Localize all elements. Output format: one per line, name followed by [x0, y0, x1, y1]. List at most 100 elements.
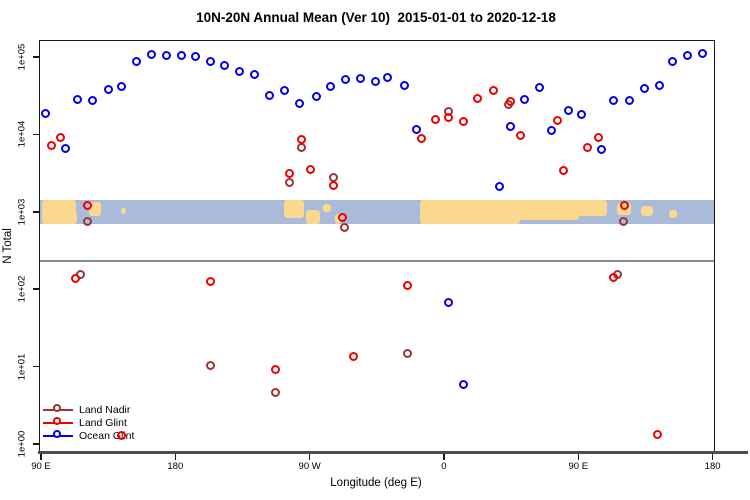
- data-point-land-glint: [583, 142, 593, 152]
- data-point-land-glint: [305, 164, 315, 174]
- data-point-ocean-glint: [104, 84, 114, 94]
- data-point-land-glint: [296, 134, 306, 144]
- y-tick-label: 1e+05: [16, 43, 28, 71]
- y-tick-label: 1e+00: [16, 430, 28, 458]
- data-point-land-glint: [348, 351, 358, 361]
- data-point-land-nadir: [402, 348, 412, 358]
- x-axis-title: Longitude (deg E): [330, 477, 422, 489]
- data-point-ocean-glint: [444, 298, 454, 308]
- data-point-ocean-glint: [117, 82, 127, 92]
- data-point-ocean-glint: [177, 51, 187, 61]
- land-patch: [323, 204, 331, 212]
- data-point-ocean-glint: [371, 76, 381, 86]
- land-patch: [306, 210, 320, 224]
- land-patch: [669, 210, 677, 218]
- data-point-ocean-glint: [132, 56, 142, 66]
- x-tick: [40, 454, 42, 460]
- y-tick-label: 1e+03: [16, 198, 28, 226]
- data-point-ocean-glint: [596, 144, 606, 154]
- data-point-land-glint: [71, 273, 81, 283]
- land-patch: [284, 200, 304, 218]
- y-axis-title: N Total: [2, 228, 14, 264]
- chart-title: 10N-20N Annual Mean (Ver 10) 2015-01-01 …: [196, 10, 556, 25]
- data-point-land-glint: [430, 114, 440, 124]
- data-point-land-glint: [47, 140, 57, 150]
- data-point-land-nadir: [271, 387, 281, 397]
- data-point-ocean-glint: [205, 56, 215, 66]
- y-tick-label: 1e+02: [16, 275, 28, 303]
- data-point-land-nadir: [329, 172, 339, 182]
- data-point-ocean-glint: [147, 50, 157, 59]
- data-point-ocean-glint: [356, 73, 366, 83]
- data-point-ocean-glint: [577, 109, 587, 119]
- x-tick: [174, 454, 177, 460]
- data-point-ocean-glint: [399, 80, 409, 90]
- y-tick: [33, 133, 39, 136]
- land-glint-marker-icon: [43, 417, 73, 428]
- data-point-ocean-glint: [520, 94, 530, 104]
- data-point-ocean-glint: [265, 90, 275, 100]
- data-point-land-nadir: [296, 142, 306, 152]
- data-point-land-glint: [117, 431, 127, 441]
- data-point-ocean-glint: [72, 94, 82, 104]
- y-tick: [33, 211, 39, 213]
- data-point-land-glint: [472, 93, 482, 103]
- data-point-land-glint: [608, 272, 618, 282]
- data-point-ocean-glint: [295, 98, 305, 108]
- x-tick-label: 90 W: [298, 461, 321, 472]
- x-tick-label: 0: [441, 461, 447, 472]
- legend-item-land-nadir: Land Nadir: [43, 403, 134, 416]
- y-tick: [33, 443, 39, 445]
- x-tick: [443, 454, 445, 460]
- data-point-ocean-glint: [280, 85, 290, 95]
- x-tick: [577, 454, 580, 460]
- data-point-ocean-glint: [41, 108, 51, 118]
- land-patch: [335, 214, 341, 224]
- data-point-ocean-glint: [547, 125, 557, 135]
- land-patch: [641, 206, 653, 216]
- data-point-land-glint: [56, 132, 66, 142]
- data-point-ocean-glint: [639, 83, 649, 93]
- data-point-ocean-glint: [668, 56, 678, 66]
- data-point-ocean-glint: [411, 125, 421, 135]
- data-point-land-glint: [559, 165, 569, 175]
- data-point-ocean-glint: [220, 60, 230, 70]
- data-point-ocean-glint: [162, 51, 172, 61]
- world-map-band: [40, 200, 714, 224]
- data-point-ocean-glint: [383, 72, 393, 82]
- data-point-land-glint: [284, 168, 294, 178]
- data-point-land-glint: [505, 96, 515, 106]
- x-axis-line: [38, 451, 748, 454]
- data-point-ocean-glint: [505, 121, 515, 131]
- legend-item-land-glint: Land Glint: [43, 416, 134, 429]
- data-point-land-glint: [553, 116, 563, 125]
- plot-area: Land Nadir Land Glint Ocean Glint: [39, 40, 715, 453]
- ocean-glint-marker-icon: [43, 430, 73, 441]
- data-point-land-nadir: [284, 177, 294, 187]
- data-point-ocean-glint: [341, 74, 351, 84]
- data-point-ocean-glint: [235, 66, 245, 76]
- data-point-land-nadir: [83, 216, 93, 226]
- data-point-ocean-glint: [87, 95, 97, 105]
- x-tick-label: 90 E: [31, 461, 51, 472]
- data-point-land-glint: [83, 201, 93, 211]
- data-point-ocean-glint: [683, 51, 693, 61]
- x-tick: [308, 454, 311, 460]
- data-point-land-nadir: [339, 222, 349, 232]
- data-point-ocean-glint: [608, 95, 618, 105]
- data-point-ocean-glint: [60, 143, 70, 153]
- y-tick: [33, 365, 39, 368]
- data-point-ocean-glint: [535, 82, 545, 92]
- x-tick-label: 90 E: [568, 461, 589, 472]
- data-point-ocean-glint: [654, 80, 664, 90]
- legend-label: Land Glint: [79, 416, 127, 429]
- data-point-land-glint: [417, 133, 427, 143]
- y-tick-label: 1e+04: [16, 121, 28, 148]
- data-point-ocean-glint: [190, 51, 200, 61]
- x-tick-label: 180: [704, 461, 721, 472]
- data-point-land-glint: [489, 85, 499, 95]
- x-tick-label: 180: [167, 461, 184, 472]
- data-point-land-glint: [620, 201, 630, 211]
- land-patch: [577, 200, 607, 216]
